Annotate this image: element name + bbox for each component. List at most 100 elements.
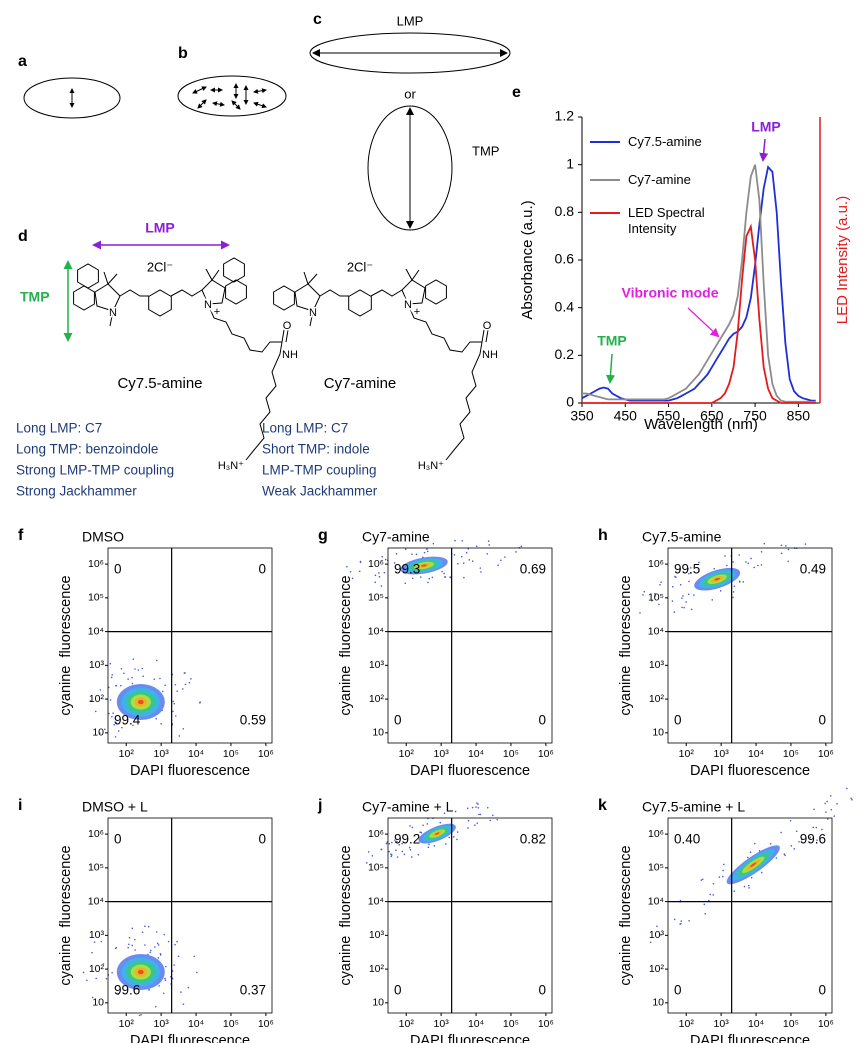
event	[144, 944, 146, 946]
event	[745, 561, 747, 563]
event	[154, 1005, 157, 1008]
event	[199, 702, 201, 704]
event	[487, 540, 490, 543]
event	[157, 944, 160, 946]
annotation-arrow	[687, 307, 720, 338]
event	[439, 821, 442, 824]
event	[391, 841, 393, 844]
event	[673, 918, 676, 921]
x-axis-title: DAPI fluorescence	[130, 1033, 250, 1043]
event	[711, 599, 714, 601]
event	[381, 555, 384, 558]
event	[132, 724, 134, 727]
plot-title: DMSO + L	[82, 799, 148, 815]
bond	[407, 303, 482, 353]
event	[674, 575, 676, 578]
y-tick-label: 10⁵	[648, 592, 664, 604]
y-axis-title: cyanine fluorescence	[58, 845, 74, 985]
ellipse	[177, 75, 287, 117]
event	[384, 558, 387, 561]
atom: O	[483, 320, 492, 332]
x-tick-label: 10⁵	[503, 1018, 519, 1030]
event	[690, 608, 693, 611]
event	[760, 871, 763, 874]
event	[492, 814, 494, 817]
event	[673, 611, 676, 613]
event	[671, 585, 674, 588]
quadrant-percent: 0	[674, 713, 682, 728]
y-tick-label: 10⁶	[88, 828, 104, 840]
event	[747, 856, 749, 859]
event	[738, 581, 741, 583]
event	[682, 595, 684, 597]
event	[724, 555, 726, 557]
event	[443, 812, 446, 815]
event	[131, 682, 134, 685]
event	[409, 825, 411, 827]
event	[162, 992, 165, 995]
event	[113, 723, 116, 726]
event	[680, 920, 683, 922]
bond	[294, 283, 321, 312]
event	[365, 862, 368, 864]
event	[515, 551, 517, 553]
event	[760, 551, 763, 553]
lmp-label: LMP	[145, 220, 175, 236]
event	[454, 810, 457, 813]
x-tick-label: 10⁵	[503, 748, 519, 760]
density-cloud	[89, 658, 201, 738]
quadrant-percent: 0.59	[240, 713, 266, 728]
event	[749, 851, 752, 854]
y-tick-label: 10²	[89, 963, 105, 975]
y-axis-title: cyanine fluorescence	[58, 575, 74, 715]
x-tick-label: 10⁵	[223, 1018, 239, 1030]
event	[850, 797, 852, 800]
plot-frame	[107, 547, 273, 744]
x-tick-label: 10²	[399, 1018, 415, 1030]
quadrant-percent: 99.6	[114, 983, 140, 998]
event	[748, 884, 750, 887]
y-tick-label: 10⁴	[368, 895, 384, 907]
event	[110, 676, 113, 679]
event	[769, 843, 772, 845]
event	[681, 606, 683, 609]
event	[426, 823, 429, 825]
event	[100, 940, 103, 943]
y-tick-label: 10⁵	[368, 862, 384, 874]
legend-label: LED Spectral Intensity	[628, 205, 705, 236]
event	[123, 672, 125, 675]
event	[775, 857, 778, 859]
event	[846, 787, 848, 790]
ring	[223, 257, 245, 283]
quadrant-percent: 0.69	[520, 562, 546, 577]
event	[127, 946, 129, 949]
event	[748, 887, 750, 889]
ellipse	[367, 105, 453, 231]
event	[120, 684, 122, 687]
event	[753, 566, 755, 569]
event	[167, 940, 170, 943]
event	[441, 570, 443, 573]
counterion: 2Cl⁻	[347, 259, 373, 274]
event	[105, 977, 108, 980]
event	[395, 849, 397, 852]
event	[173, 702, 176, 705]
event	[165, 965, 167, 968]
event	[109, 699, 112, 701]
event	[821, 828, 823, 831]
event	[409, 849, 412, 851]
quadrant-percent: 0	[818, 713, 826, 728]
y-tick-label: 0.6	[555, 251, 575, 267]
event	[398, 843, 401, 846]
event	[112, 712, 114, 715]
bond	[319, 289, 349, 297]
event	[132, 658, 135, 660]
event	[149, 951, 152, 954]
y-tick-label: 10³	[649, 659, 665, 671]
event	[426, 548, 428, 550]
event	[738, 554, 740, 556]
event	[182, 727, 185, 730]
y-tick-label: 10³	[649, 929, 665, 941]
event	[111, 972, 113, 974]
